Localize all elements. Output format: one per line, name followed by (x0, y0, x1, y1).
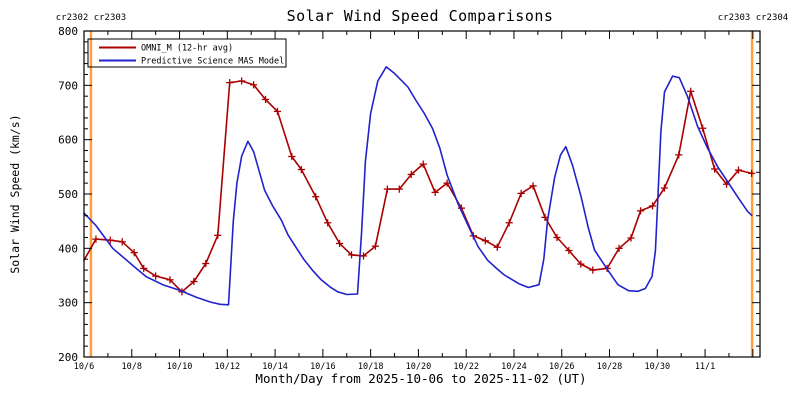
chart-title: Solar Wind Speed Comparisons (287, 7, 554, 25)
x-tick-label: 10/28 (597, 362, 623, 372)
y-tick-label: 500 (58, 188, 78, 201)
legend-border (87, 38, 287, 68)
x-tick-label: 10/26 (549, 362, 575, 372)
y-tick-label: 400 (58, 242, 78, 255)
x-tick-label: 10/12 (215, 362, 241, 372)
series-line-omni (83, 80, 753, 293)
x-tick-label: 10/20 (406, 362, 432, 372)
y-tick-label: 600 (58, 134, 78, 147)
x-tick-label: 10/10 (167, 362, 193, 372)
carrington-boundary-lines (89, 31, 754, 357)
carrington-label-right: cr2303 cr2304 (718, 13, 788, 23)
axis-tick-labels: 10/6 10/8 10/10 10/12 10/14 10/16 10/18 10/20 10… (58, 25, 715, 372)
data-series (83, 66, 756, 306)
y-tick-label: 700 (58, 79, 78, 92)
y-tick-label: 200 (58, 351, 78, 364)
legend-label-omni: OMNI_M (12-hr avg) (141, 44, 233, 54)
y-axis-title: Solar Wind Speed (km/s) (8, 114, 22, 273)
x-tick-label: 10/8 (122, 362, 142, 372)
legend-label-mas: Predictive Science MAS Model (141, 57, 284, 67)
x-tick-label: 10/24 (501, 362, 527, 372)
carrington-label-left: cr2302 cr2303 (56, 13, 126, 23)
legend-box: OMNI_M (12-hr avg) Predictive Science MA… (87, 38, 287, 68)
y-tick-label: 300 (58, 297, 78, 310)
y-tick-label: 800 (58, 25, 78, 38)
axis-ticks (83, 30, 760, 358)
x-tick-label: 10/30 (644, 362, 670, 372)
x-tick-label: 11/1 (695, 362, 715, 372)
x-tick-label: 10/6 (74, 362, 94, 372)
x-tick-label: 10/22 (453, 362, 479, 372)
x-tick-label: 10/18 (358, 362, 384, 372)
series-line-mas (83, 66, 753, 306)
x-tick-label: 10/14 (262, 362, 288, 372)
x-tick-label: 10/16 (310, 362, 336, 372)
x-axis-title: Month/Day from 2025-10-06 to 2025-11-02 … (255, 371, 586, 386)
